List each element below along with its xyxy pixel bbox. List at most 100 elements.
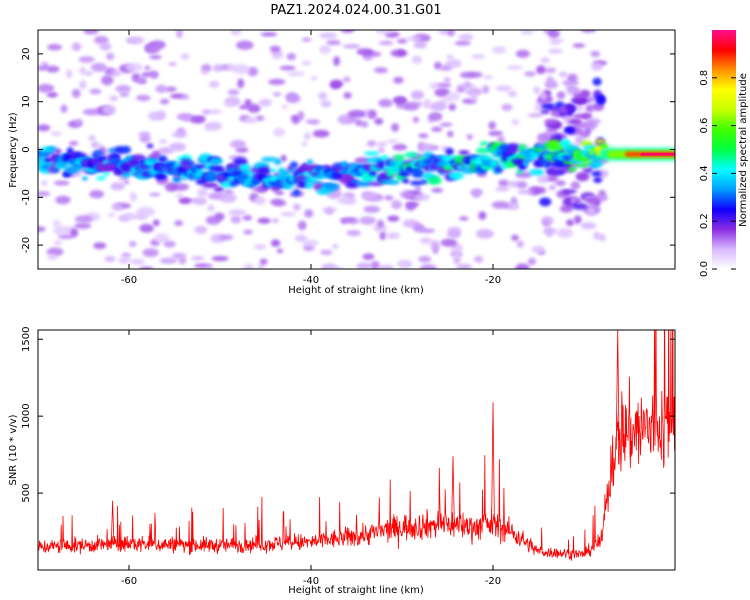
- heatmap-cell: [573, 93, 587, 99]
- heatmap-cell: [473, 255, 484, 263]
- heatmap-cell: [205, 109, 222, 114]
- heatmap-cell: [342, 44, 361, 49]
- heatmap-cell: [566, 219, 575, 227]
- heatmap-cell: [575, 171, 590, 182]
- heatmap-cell: [258, 98, 272, 107]
- heatmap-cell: [55, 195, 71, 205]
- heatmap-cell: [215, 168, 227, 174]
- heatmap-cell: [179, 198, 191, 204]
- heatmap-cell: [378, 264, 394, 269]
- heatmap-cell: [295, 234, 308, 243]
- heatmap-cell: [549, 38, 565, 43]
- heatmap-cell: [213, 186, 224, 192]
- heatmap-cell: [243, 229, 253, 235]
- heatmap-cell: [413, 41, 427, 49]
- snr-panel: -60 -40 -20 500 1000 1500 Height of straight…: [8, 327, 676, 596]
- heatmap-cell: [110, 70, 121, 77]
- spectrogram-y-tick-label: 20: [21, 48, 32, 61]
- heatmap-cell: [494, 166, 504, 174]
- heatmap-cell: [374, 118, 384, 125]
- heatmap-cell: [237, 78, 245, 89]
- heatmap-cell: [139, 223, 154, 233]
- heatmap-cell: [71, 88, 81, 98]
- heatmap-cell: [244, 98, 252, 108]
- heatmap-cell: [363, 205, 381, 213]
- heatmap-cell: [516, 169, 523, 175]
- heatmap-cell: [259, 258, 268, 265]
- heatmap-cell: [202, 182, 219, 188]
- heatmap-cell: [445, 147, 454, 156]
- heatmap-cell: [276, 248, 284, 254]
- heatmap-cell: [297, 110, 305, 121]
- heatmap-cell: [548, 30, 560, 39]
- heatmap-cell: [38, 83, 55, 93]
- spectrogram-y-axis-label: Frequency (Hz): [8, 112, 19, 188]
- heatmap-cell: [89, 88, 102, 95]
- heatmap-cell: [559, 139, 571, 148]
- heatmap-cell: [592, 77, 602, 86]
- heatmap-cell: [508, 143, 520, 152]
- heatmap-cell: [498, 179, 509, 187]
- heatmap-cell: [346, 230, 362, 236]
- spectrogram-x-ticks: -60 -40 -20: [121, 30, 501, 286]
- heatmap-cell: [93, 242, 107, 250]
- heatmap-cell: [378, 40, 394, 46]
- heatmap-cell: [169, 142, 186, 152]
- heatmap-cell: [286, 52, 297, 61]
- heatmap-cell: [479, 141, 489, 146]
- heatmap-cell: [154, 233, 170, 243]
- heatmap-cell: [88, 135, 96, 141]
- heatmap-cell: [149, 55, 162, 60]
- heatmap-cell: [121, 252, 131, 258]
- heatmap-cell: [572, 43, 586, 48]
- heatmap-cell: [190, 116, 206, 124]
- colorbar: 0.0 0.2 0.4 0.6 0.8 Normalized spectral ampl…: [699, 30, 749, 277]
- heatmap-cell: [208, 80, 220, 88]
- heatmap-cell: [418, 256, 432, 263]
- heatmap-cell: [149, 192, 161, 197]
- heatmap-cell: [347, 110, 366, 118]
- heatmap-cell: [144, 65, 151, 70]
- heatmap-cell: [362, 253, 375, 260]
- heatmap-cell: [82, 108, 101, 116]
- heatmap-cell: [544, 67, 557, 74]
- heatmap-cell: [419, 237, 433, 244]
- heatmap-cell: [285, 94, 301, 104]
- heatmap-cell: [405, 36, 422, 42]
- heatmap-cell: [370, 260, 380, 269]
- heatmap-cell: [384, 195, 394, 201]
- colorbar-tick-label: 0.4: [699, 165, 710, 181]
- snr-x-ticks: -60 -40 -20: [121, 330, 501, 587]
- heatmap-cell: [318, 91, 328, 101]
- heatmap-cell: [168, 62, 177, 66]
- heatmap-cell: [257, 166, 271, 176]
- heatmap-cell: [136, 78, 147, 85]
- heatmap-cell: [439, 122, 453, 127]
- heatmap-cell: [46, 92, 58, 98]
- heatmap-cell: [531, 245, 545, 253]
- heatmap-cell: [81, 176, 88, 181]
- heatmap-cell: [367, 109, 377, 120]
- heatmap-cell: [591, 171, 602, 177]
- heatmap-cell: [75, 118, 83, 126]
- heatmap-cell: [68, 141, 79, 146]
- heatmap-cell: [257, 217, 271, 224]
- heatmap-cell: [590, 50, 601, 58]
- heatmap-cell: [201, 69, 208, 75]
- heatmap-cell: [286, 71, 305, 77]
- heatmap-cell: [324, 207, 334, 215]
- heatmap-cell: [122, 145, 131, 154]
- heatmap-cell: [547, 106, 559, 111]
- heatmap-cell: [191, 256, 205, 261]
- heatmap-cell: [336, 196, 351, 204]
- heatmap-cell: [404, 103, 419, 111]
- heatmap-cell: [104, 255, 116, 263]
- heatmap-cell: [456, 164, 464, 170]
- spectrogram-y-tick-label: 10: [21, 95, 32, 108]
- heatmap-cell: [201, 109, 210, 115]
- heatmap-cell: [431, 187, 444, 193]
- heatmap-cell: [310, 76, 318, 81]
- heatmap-cell: [396, 38, 408, 44]
- heatmap-cell: [488, 121, 497, 130]
- heatmap-cell: [272, 199, 287, 207]
